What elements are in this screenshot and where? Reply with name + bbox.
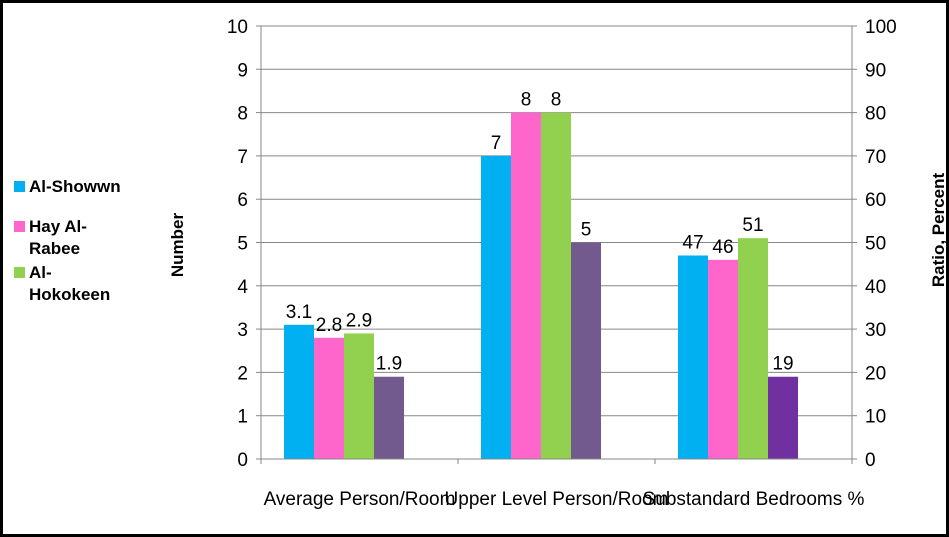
y-tick-label: 0: [237, 450, 248, 471]
x-category-label: Average Person/Room: [264, 489, 456, 510]
bar: [541, 112, 571, 459]
bar: [511, 112, 541, 459]
y2-tick-label: 30: [865, 320, 886, 341]
legend-item-al-hokokeen: Al-Hokokeen: [14, 262, 111, 306]
data-label: 46: [712, 237, 733, 258]
y-tick-label: 1: [237, 407, 248, 428]
bar: [314, 337, 344, 459]
legend-swatch: [14, 221, 25, 232]
x-category-label: Upper Level Person/Room: [445, 489, 669, 510]
data-label: 19: [772, 354, 793, 375]
bar: [768, 376, 798, 459]
bar: [344, 333, 374, 459]
y-tick-label: 8: [237, 104, 248, 125]
y-tick-label: 7: [237, 147, 248, 168]
legend-label: Al-Showwn: [29, 177, 121, 196]
y-tick-label: 3: [237, 320, 248, 341]
data-label: 8: [521, 90, 532, 111]
y-tick-label: 2: [237, 363, 248, 384]
legend-swatch: [14, 267, 25, 278]
bar: [738, 238, 768, 459]
y2-tick-label: 70: [865, 147, 886, 168]
data-label: 8: [551, 90, 562, 111]
y-axis-title: Number: [168, 213, 187, 278]
y-tick-label: 10: [227, 17, 248, 38]
bar: [481, 155, 511, 459]
legend-label: Hay Al-Rabee: [29, 217, 87, 258]
y-tick-label: 9: [237, 60, 248, 81]
y2-tick-label: 50: [865, 234, 886, 255]
bar: [708, 259, 738, 459]
legend-label: Al-Hokokeen: [29, 263, 111, 304]
data-label: 2.8: [316, 315, 342, 336]
y2-tick-label: 60: [865, 190, 886, 211]
legend-swatch: [14, 181, 25, 192]
x-category-label: Substandard Bedrooms %: [643, 489, 865, 510]
data-label: 5: [581, 220, 592, 241]
bar: [284, 324, 314, 459]
y2-tick-label: 100: [865, 17, 897, 38]
legend-item-hay-al-rabee: Hay Al-Rabee: [14, 216, 101, 260]
y2-tick-label: 0: [865, 450, 876, 471]
bar: [571, 242, 601, 459]
y-tick-label: 5: [237, 234, 248, 255]
data-label: 1.9: [376, 354, 402, 375]
data-label: 51: [742, 215, 763, 236]
y2-axis-title: Ratio, Percent: [929, 173, 948, 288]
y-tick-label: 6: [237, 190, 248, 211]
data-label: 7: [491, 133, 502, 154]
y-tick-label: 4: [237, 277, 248, 298]
y2-tick-label: 90: [865, 60, 886, 81]
legend-item-al-showwn: Al-Showwn: [14, 176, 179, 198]
data-label: 47: [682, 232, 703, 253]
y2-tick-label: 80: [865, 104, 886, 125]
data-label: 3.1: [286, 302, 312, 323]
y2-tick-label: 20: [865, 363, 886, 384]
y2-tick-label: 10: [865, 407, 886, 428]
y2-tick-label: 40: [865, 277, 886, 298]
data-label: 2.9: [346, 310, 372, 331]
bar: [374, 376, 404, 459]
bar: [678, 255, 708, 459]
